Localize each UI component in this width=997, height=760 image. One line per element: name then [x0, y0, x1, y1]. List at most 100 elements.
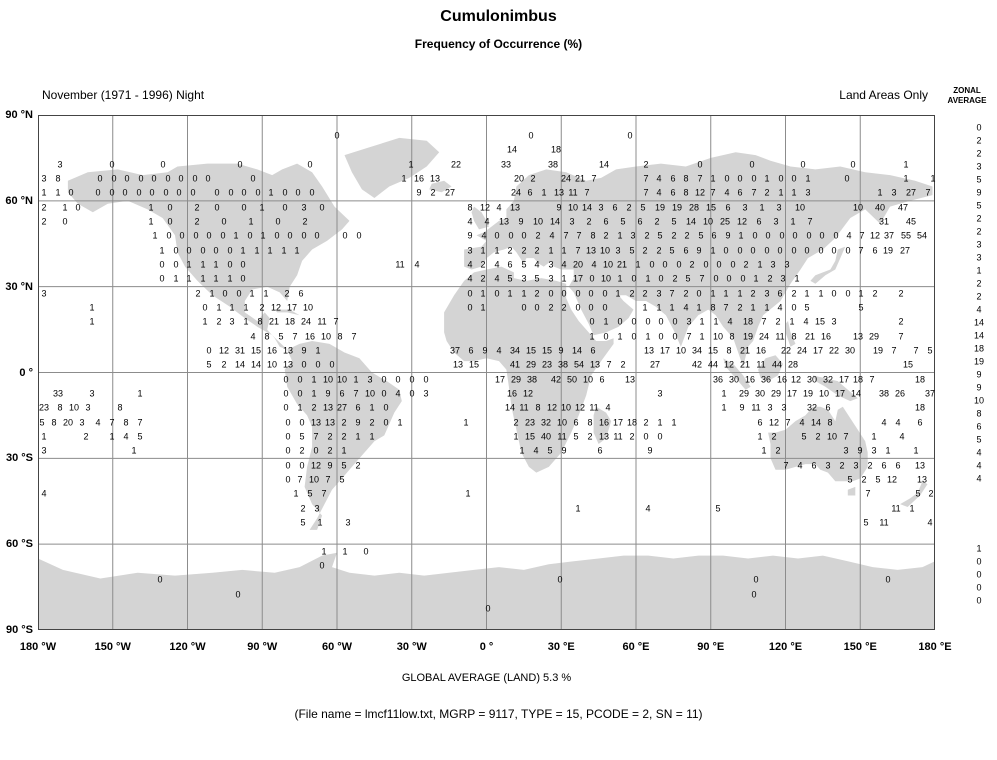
grid-value: 0 — [575, 302, 581, 313]
grid-value: 1 — [671, 417, 677, 428]
grid-value: 10 — [818, 388, 830, 399]
grid-value: 8 — [264, 331, 270, 342]
grid-value: 6 — [756, 216, 762, 227]
grid-value: 7 — [865, 488, 871, 499]
grid-value: 2 — [221, 359, 227, 370]
grid-value: 1 — [759, 202, 765, 213]
grid-value: 6 — [825, 402, 831, 413]
grid-value: 7 — [891, 345, 897, 356]
grid-value: 0 — [237, 159, 243, 170]
grid-value: 1 — [753, 273, 759, 284]
grid-value: 1 — [575, 503, 581, 514]
grid-value: 5 — [300, 517, 306, 528]
grid-value: 0 — [643, 431, 649, 442]
grid-value: 21 — [739, 359, 751, 370]
grid-value: 25 — [719, 216, 731, 227]
zonal-average-value: 3 — [976, 239, 982, 250]
grid-value: 2 — [530, 173, 536, 184]
grid-value: 17 — [838, 374, 850, 385]
grid-value: 47 — [897, 202, 909, 213]
grid-value: 3 — [784, 259, 790, 270]
grid-value: 3 — [41, 288, 47, 299]
grid-value: 20 — [572, 259, 584, 270]
zonal-average-value: 5 — [976, 174, 982, 185]
grid-value: 1 — [342, 546, 348, 557]
grid-value: 0 — [287, 230, 293, 241]
grid-value: 2 — [534, 245, 540, 256]
grid-value: 11 — [613, 431, 623, 442]
grid-value: 7 — [321, 488, 327, 499]
grid-value: 7 — [109, 417, 115, 428]
grid-value: 17 — [494, 374, 506, 385]
grid-value: 11 — [756, 359, 766, 370]
grid-value: 2 — [620, 359, 626, 370]
grid-value: 20 — [62, 417, 74, 428]
grid-value: 12 — [479, 202, 491, 213]
grid-value: 9 — [647, 445, 653, 456]
grid-value: 0 — [603, 331, 609, 342]
grid-value: 2 — [535, 230, 541, 241]
grid-value: 3 — [85, 402, 91, 413]
grid-value: 0 — [713, 273, 719, 284]
grid-value: 0 — [534, 302, 540, 313]
grid-value: 1 — [757, 259, 763, 270]
grid-value: 0 — [342, 230, 348, 241]
grid-value: 0 — [319, 202, 325, 213]
grid-value: 4 — [881, 417, 887, 428]
grid-value: 3 — [598, 202, 604, 213]
grid-value: 13 — [643, 345, 655, 356]
grid-value: 15 — [468, 359, 480, 370]
landmass — [593, 406, 612, 444]
grid-value: 1 — [62, 202, 68, 213]
grid-value: 0 — [521, 302, 527, 313]
grid-value: 7 — [697, 173, 703, 184]
grid-value: 4 — [533, 445, 539, 456]
x-tick-label: 60 °W — [321, 641, 353, 653]
grid-value: 3 — [843, 445, 849, 456]
grid-value: 0 — [319, 560, 325, 571]
grid-value: 4 — [414, 259, 420, 270]
grid-value: 36 — [760, 374, 772, 385]
grid-value: 1 — [903, 173, 909, 184]
grid-value: 29 — [525, 359, 537, 370]
grid-value: 0 — [662, 259, 668, 270]
grid-value: 2 — [872, 288, 878, 299]
grid-value: 13 — [429, 173, 441, 184]
grid-value: 1 — [297, 402, 303, 413]
grid-value: 2 — [898, 316, 904, 327]
grid-value: 6 — [737, 187, 743, 198]
grid-value: 4 — [395, 388, 401, 399]
grid-value: 6 — [683, 245, 689, 256]
zonal-average-value: 2 — [976, 213, 982, 224]
grid-value: 9 — [857, 445, 863, 456]
grid-value: 14 — [581, 202, 593, 213]
grid-value: 0 — [850, 159, 856, 170]
grid-value: 11 — [891, 503, 901, 514]
grid-value: 5 — [307, 488, 313, 499]
grid-value: 1 — [699, 316, 705, 327]
grid-value: 7 — [591, 173, 597, 184]
grid-value: 0 — [696, 288, 702, 299]
grid-value: 9 — [327, 460, 333, 471]
grid-value: 14 — [810, 417, 822, 428]
grid-value: 14 — [250, 359, 262, 370]
grid-value: 1 — [137, 388, 143, 399]
grid-value: 1 — [913, 445, 919, 456]
grid-value: 12 — [869, 230, 881, 241]
grid-value: 0 — [752, 230, 758, 241]
grid-value: 10 — [68, 402, 80, 413]
grid-value: 3 — [548, 273, 554, 284]
grid-value: 0 — [160, 159, 166, 170]
grid-value: 2 — [603, 230, 609, 241]
grid-value: 8 — [683, 187, 689, 198]
grid-value: 38 — [526, 374, 538, 385]
grid-value: 2 — [302, 216, 308, 227]
grid-value: 31 — [234, 345, 246, 356]
zonal-average-value: 18 — [973, 343, 985, 354]
grid-value: 17 — [834, 388, 846, 399]
grid-value: 2 — [327, 431, 333, 442]
grid-value: 3 — [229, 316, 235, 327]
grid-value: 10 — [364, 388, 376, 399]
grid-value: 10 — [600, 273, 612, 284]
grid-value: 2 — [341, 417, 347, 428]
